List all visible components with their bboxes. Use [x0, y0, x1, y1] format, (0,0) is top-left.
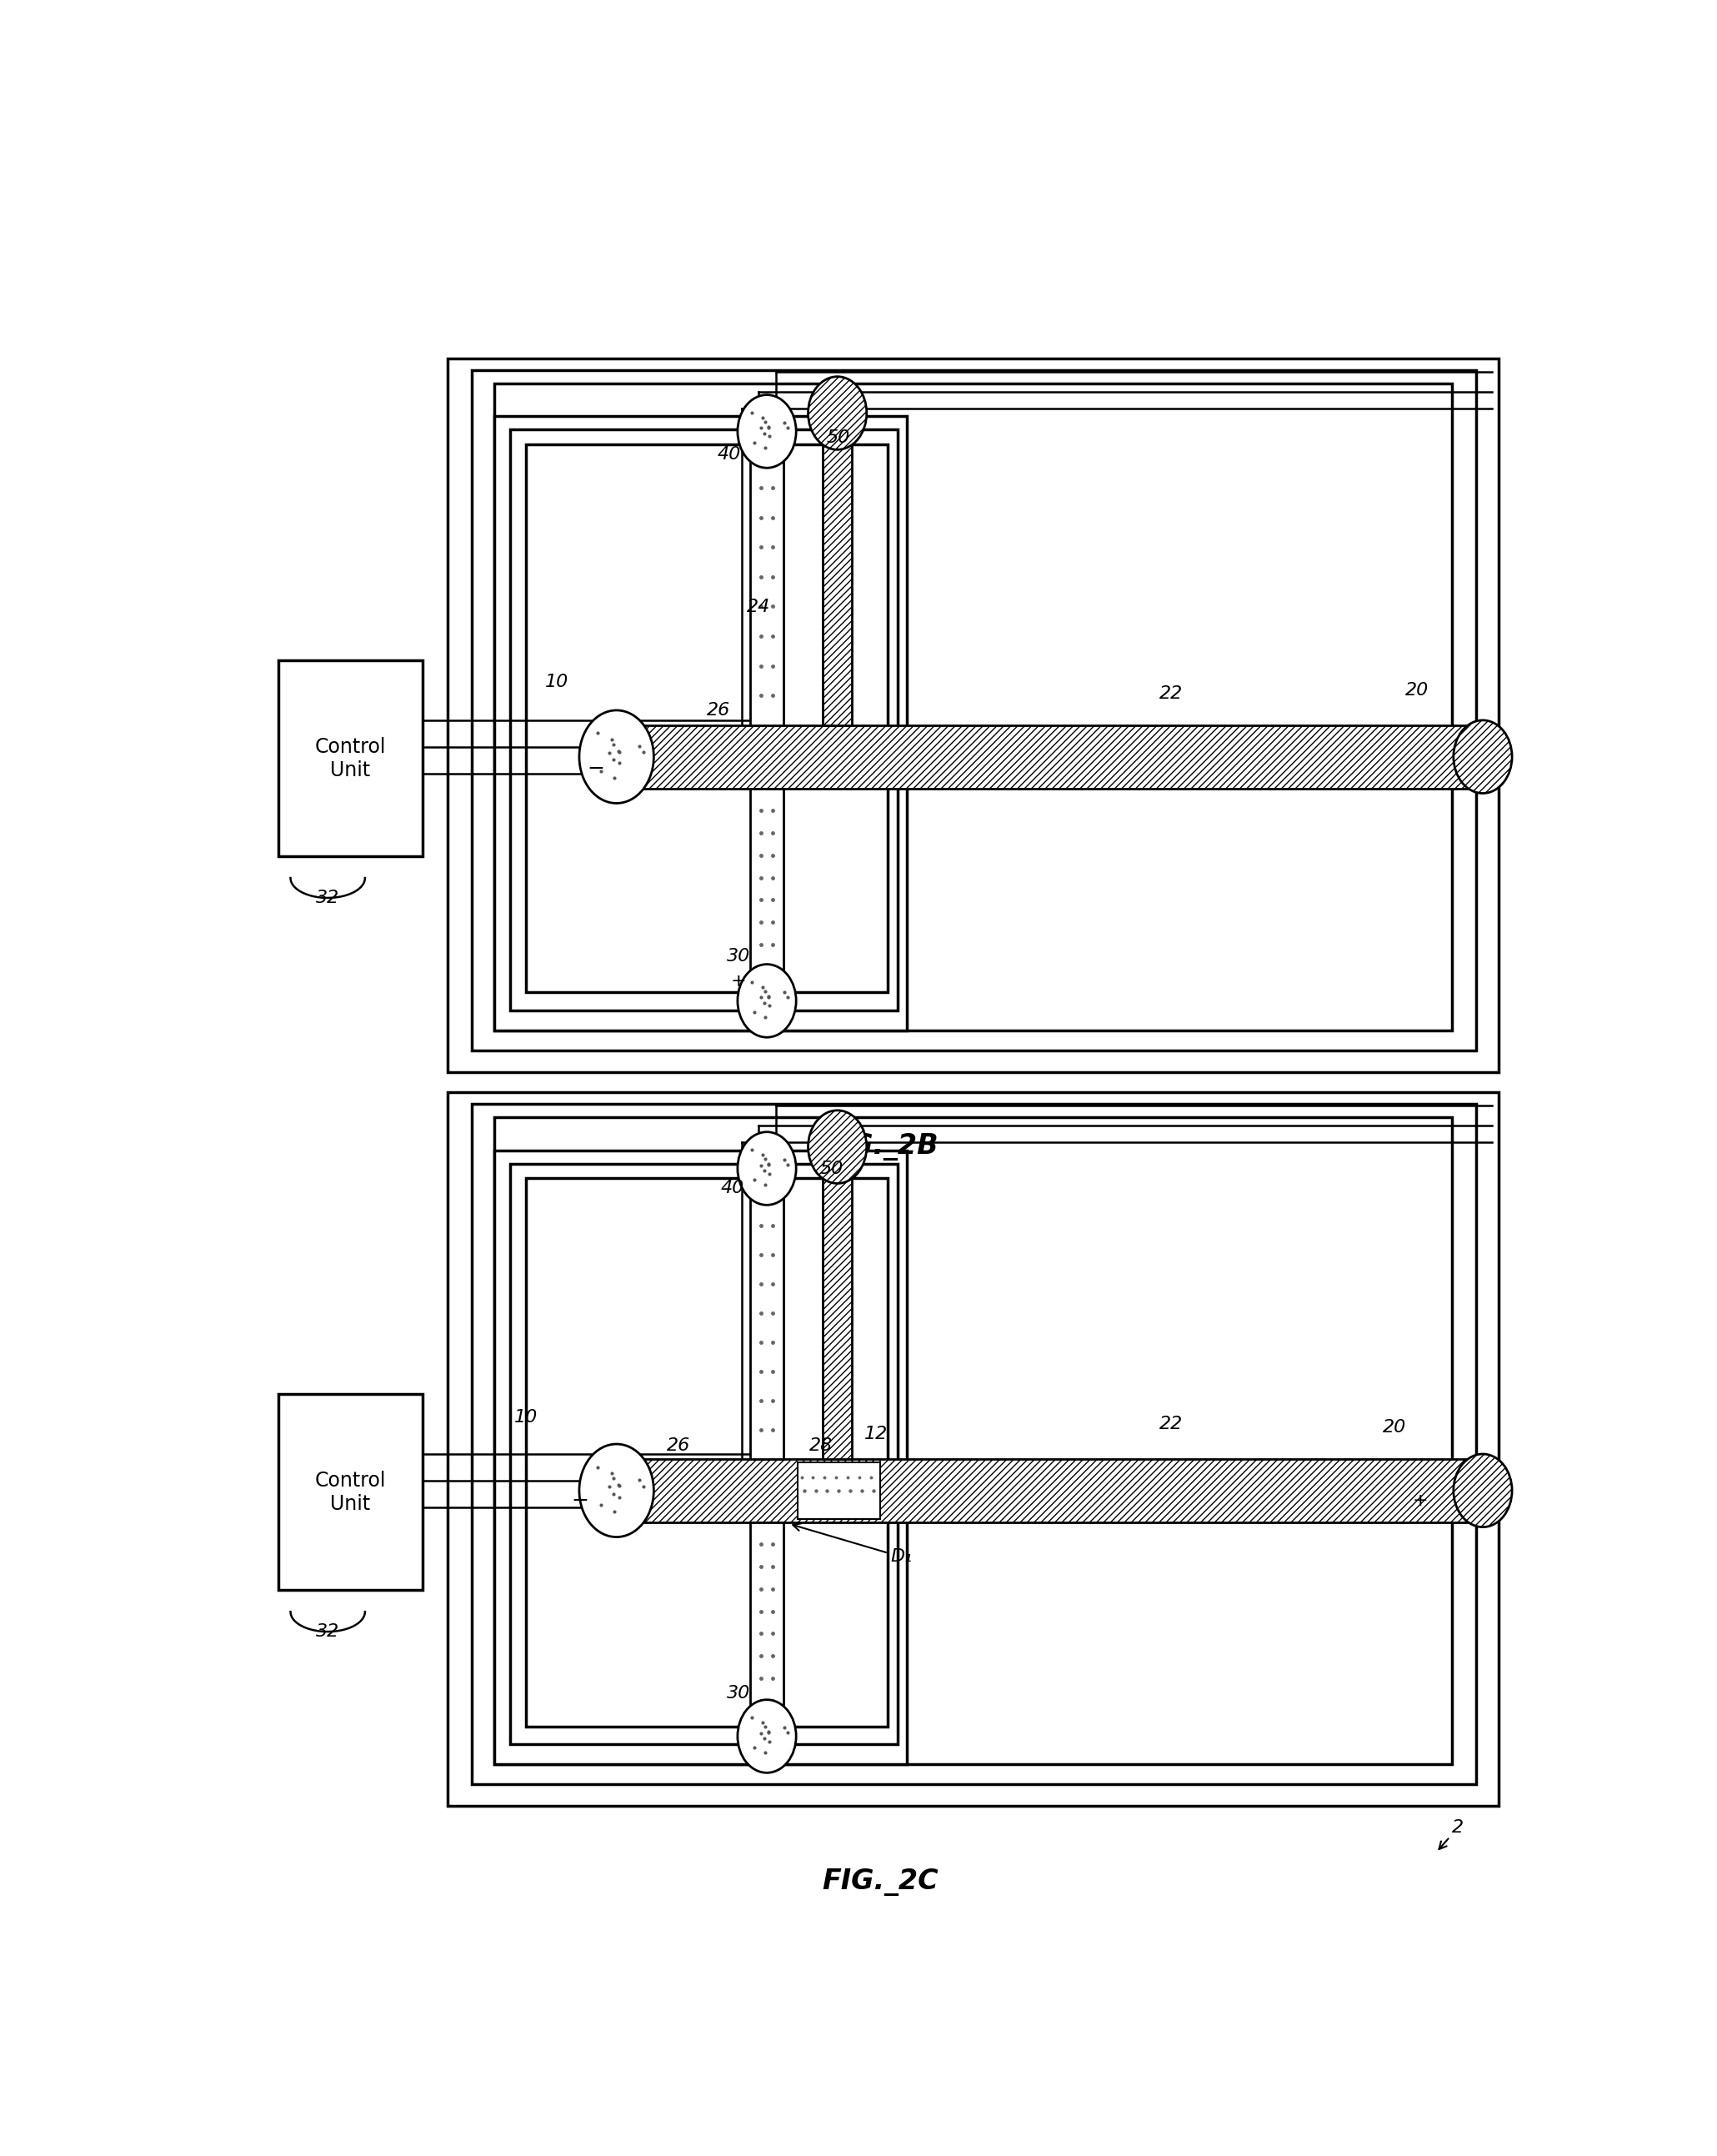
Bar	[750, 1522, 783, 1723]
Bar	[620, 1460, 1485, 1522]
Bar	[472, 1104, 1477, 1785]
Text: 12: 12	[864, 1425, 888, 1442]
Text: 26: 26	[666, 1438, 690, 1453]
Text: 10: 10	[544, 673, 568, 690]
Text: FIG._2C: FIG._2C	[822, 1869, 937, 1895]
Bar	[822, 433, 852, 724]
Text: 22: 22	[1159, 686, 1183, 703]
Bar	[448, 1093, 1499, 1807]
Text: Control
Unit: Control Unit	[314, 737, 386, 780]
Text: 30: 30	[726, 1684, 750, 1701]
Text: 22: 22	[1159, 1416, 1183, 1432]
Text: 20: 20	[1382, 1419, 1406, 1436]
Circle shape	[738, 395, 797, 468]
Circle shape	[738, 964, 797, 1037]
Bar	[525, 1179, 888, 1727]
Bar	[750, 457, 783, 724]
Text: 20: 20	[1406, 681, 1429, 699]
Text: 50: 50	[821, 1160, 843, 1177]
Bar	[525, 444, 888, 992]
Bar	[797, 1462, 879, 1518]
Bar	[494, 1149, 907, 1764]
Bar	[822, 1169, 852, 1460]
Text: Control
Unit: Control Unit	[314, 1470, 386, 1514]
Circle shape	[738, 1132, 797, 1205]
Bar	[620, 724, 1485, 789]
Text: 10: 10	[513, 1410, 537, 1425]
Circle shape	[579, 709, 654, 804]
Text: 40: 40	[721, 1179, 743, 1197]
Text: 28: 28	[809, 1438, 833, 1453]
Text: D₁: D₁	[793, 1524, 912, 1565]
Text: 32: 32	[316, 1623, 340, 1641]
Circle shape	[579, 1445, 654, 1537]
Bar	[448, 358, 1499, 1072]
Text: FIG._2B: FIG._2B	[821, 1134, 939, 1160]
Text: −: −	[572, 1490, 589, 1511]
Text: 50: 50	[828, 429, 850, 446]
Bar	[278, 660, 422, 856]
Bar	[510, 429, 898, 1011]
Bar	[750, 1197, 783, 1460]
Text: −: −	[587, 759, 604, 778]
Circle shape	[738, 1699, 797, 1772]
Bar	[494, 384, 1453, 1031]
Text: 24: 24	[747, 599, 771, 617]
Text: 30: 30	[726, 949, 750, 964]
Bar	[278, 1395, 422, 1591]
Bar	[510, 1164, 898, 1744]
Circle shape	[1454, 1453, 1513, 1526]
Text: 26: 26	[707, 703, 730, 718]
Bar	[494, 416, 907, 1031]
Text: 2: 2	[1439, 1820, 1465, 1850]
Text: +: +	[731, 972, 747, 990]
Circle shape	[809, 377, 867, 451]
Bar	[472, 371, 1477, 1050]
Text: 40: 40	[718, 446, 742, 464]
Bar	[494, 1117, 1453, 1764]
Bar	[750, 789, 783, 990]
Circle shape	[1454, 720, 1513, 793]
Text: +: +	[1411, 1492, 1429, 1509]
Circle shape	[809, 1110, 867, 1184]
Text: 32: 32	[316, 890, 340, 906]
